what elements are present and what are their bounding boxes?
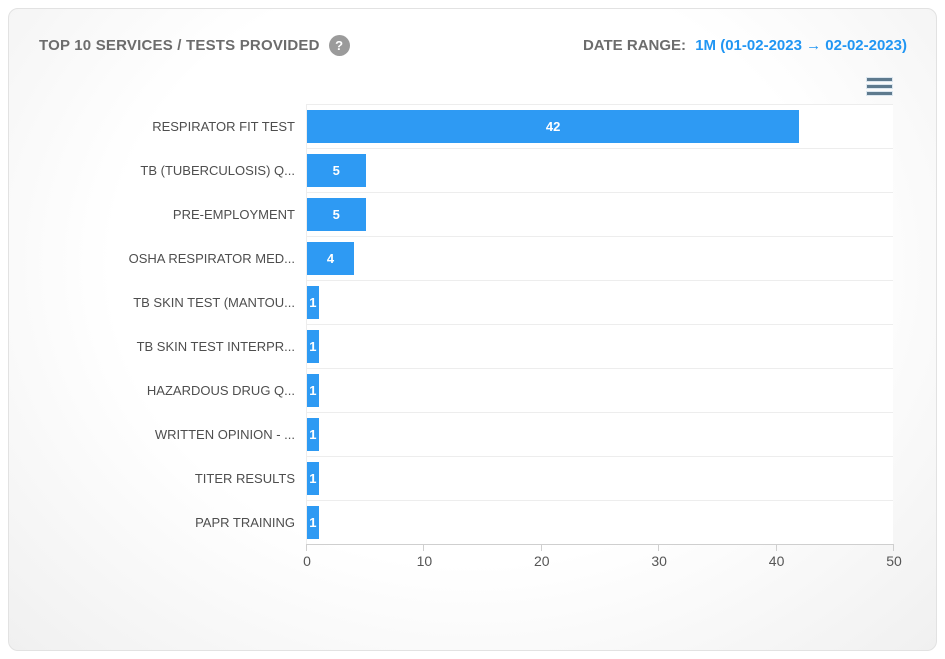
bar[interactable]: 4 [307, 242, 354, 275]
x-axis-tick-label: 30 [651, 553, 667, 569]
bar-track: 42 [306, 104, 893, 148]
x-axis-tick-label: 50 [886, 553, 902, 569]
bar-track: 5 [306, 148, 893, 192]
help-icon[interactable]: ? [328, 35, 350, 56]
chart-row: TITER RESULTS 1 [39, 456, 893, 500]
bar[interactable]: 1 [307, 330, 319, 363]
chart-row: HAZARDOUS DRUG Q... 1 [39, 368, 893, 412]
chart-row: OSHA RESPIRATOR MED... 4 [39, 236, 893, 280]
bar-chart: RESPIRATOR FIT TEST 42 TB (TUBERCULOSIS)… [39, 104, 902, 574]
bar[interactable]: 1 [307, 418, 319, 451]
bar-value-label: 1 [309, 515, 317, 530]
y-axis-label: WRITTEN OPINION - ... [154, 426, 295, 442]
x-axis-tick-label: 40 [768, 553, 785, 569]
y-axis-label: TB SKIN TEST (MANTOU... [133, 294, 295, 310]
top-services-chart-card: TOP 10 SERVICES / TESTS PROVIDED ? DATE … [8, 8, 937, 651]
bar-value-label: 1 [309, 427, 317, 442]
bar-value-label: 1 [309, 295, 317, 310]
chart-title: TOP 10 SERVICES / TESTS PROVIDED [39, 37, 320, 54]
chart-row: WRITTEN OPINION - ... 1 [39, 412, 893, 456]
bar[interactable]: 1 [307, 286, 319, 319]
y-axis-label: RESPIRATOR FIT TEST [152, 118, 295, 134]
bar[interactable]: 42 [307, 110, 800, 143]
x-axis-tick-label: 10 [416, 553, 433, 569]
bar-value-label: 5 [332, 163, 340, 178]
x-axis-tick: 10 [417, 544, 432, 569]
x-axis-tick: 40 [769, 544, 784, 569]
bar-value-label: 4 [326, 251, 335, 266]
bar[interactable]: 5 [307, 198, 366, 231]
card-header: TOP 10 SERVICES / TESTS PROVIDED ? DATE … [9, 9, 936, 56]
x-axis-tick: 50 [886, 544, 902, 569]
bar-track: 1 [306, 456, 893, 500]
bar-track: 1 [306, 412, 893, 456]
chart-row: PAPR TRAINING 1 [39, 500, 893, 544]
date-range-value: 1M (01-02-2023 → 02-02-2023) [695, 37, 907, 54]
bar-value-label: 1 [309, 471, 317, 486]
y-axis-label: TB SKIN TEST INTERPR... [136, 338, 295, 354]
y-axis-label: PRE-EMPLOYMENT [172, 206, 295, 222]
bar-track: 1 [306, 500, 893, 544]
chart-row: RESPIRATOR FIT TEST 42 [39, 104, 893, 148]
bar-track: 5 [306, 192, 893, 236]
x-axis-tick: 0 [303, 544, 311, 569]
y-axis-label: HAZARDOUS DRUG Q... [146, 382, 295, 398]
bar-track: 1 [306, 324, 893, 368]
y-axis-label: TITER RESULTS [194, 470, 295, 486]
bar-value-label: 1 [309, 383, 317, 398]
x-axis-tick-label: 20 [534, 553, 550, 569]
bar[interactable]: 1 [307, 506, 319, 539]
hamburger-menu-icon[interactable] [865, 76, 894, 97]
chart-row: TB SKIN TEST INTERPR... 1 [39, 324, 893, 368]
bar[interactable]: 1 [307, 374, 319, 407]
chart-rows: RESPIRATOR FIT TEST 42 TB (TUBERCULOSIS)… [39, 104, 893, 544]
x-axis-tick: 20 [534, 544, 550, 569]
bar-value-label: 5 [332, 207, 340, 222]
bar[interactable]: 1 [307, 462, 319, 495]
axis-spacer [39, 544, 306, 574]
y-axis-label: TB (TUBERCULOSIS) Q... [140, 162, 295, 178]
chart-row: TB SKIN TEST (MANTOU... 1 [39, 280, 893, 324]
chart-row: PRE-EMPLOYMENT 5 [39, 192, 893, 236]
x-axis-row: 0 10 20 30 40 50 [39, 544, 902, 574]
date-range-label: DATE RANGE: [582, 37, 687, 54]
x-axis-tick-label: 0 [303, 553, 311, 569]
x-axis-tick: 30 [651, 544, 667, 569]
bar-value-label: 1 [309, 339, 317, 354]
menu-row [9, 76, 936, 97]
bar-value-label: 42 [545, 119, 561, 134]
bar[interactable]: 5 [307, 154, 366, 187]
y-axis-label: PAPR TRAINING [195, 514, 295, 530]
chart-row: TB (TUBERCULOSIS) Q... 5 [39, 148, 893, 192]
bar-track: 1 [306, 280, 893, 324]
bar-track: 1 [306, 368, 893, 412]
bar-track: 4 [306, 236, 893, 280]
y-axis-label: OSHA RESPIRATOR MED... [128, 250, 295, 266]
date-range: DATE RANGE: 1M (01-02-2023 → 02-02-2023) [583, 37, 907, 54]
x-axis: 0 10 20 30 40 50 [303, 544, 902, 574]
